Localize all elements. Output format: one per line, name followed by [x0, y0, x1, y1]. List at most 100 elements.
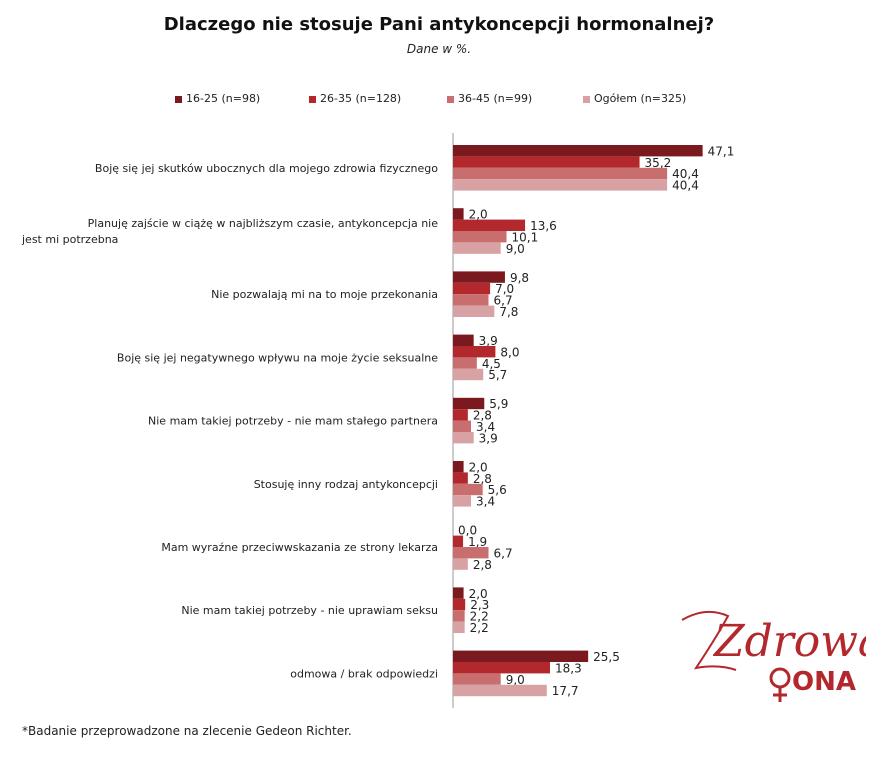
legend-label: Ogółem (n=325) — [594, 92, 687, 105]
data-label-c6-s3: 5,6 — [488, 483, 507, 497]
data-label-c1-s3: 40,4 — [672, 167, 699, 181]
bar-c9-s4 — [453, 684, 547, 697]
data-label-c3-s1: 9,8 — [510, 271, 529, 285]
data-label-c5-s2: 2,8 — [473, 409, 492, 423]
bar-c2-s2 — [453, 219, 526, 231]
data-label-c3-s2: 7,0 — [495, 282, 514, 296]
legend-swatch — [175, 95, 182, 103]
data-label-c1-s4: 40,4 — [672, 179, 699, 193]
bar-c2-s3 — [453, 231, 507, 243]
data-label-c2-s4: 9,0 — [506, 242, 525, 256]
data-label-c9-s4: 17,7 — [552, 684, 579, 698]
chart-title: Dlaczego nie stosuje Pani antykoncepcji … — [163, 14, 715, 35]
data-label-c8-s2: 2,3 — [470, 598, 489, 612]
legend-item-4: Ogółem (n=325) — [583, 92, 686, 105]
data-label-c4-s2: 8,0 — [500, 345, 519, 359]
bar-c1-s1 — [453, 145, 703, 157]
data-label-c9-s2: 18,3 — [555, 661, 582, 675]
legend-swatch — [447, 95, 454, 103]
bar-c5-s1 — [453, 397, 485, 410]
category-label-9: odmowa / brak odpowiedzi — [290, 667, 438, 680]
bar-c3-s1 — [453, 271, 505, 283]
bar-c3-s2 — [453, 282, 491, 295]
bar-c7-s4 — [453, 558, 468, 570]
data-label-c4-s1: 3,9 — [479, 334, 498, 348]
female-symbol-icon — [769, 667, 791, 689]
data-label-c6-s1: 2,0 — [469, 460, 488, 474]
bar-c8-s1 — [453, 587, 464, 599]
bar-c5-s2 — [453, 409, 468, 421]
legend-item-1: 16-25 (n=98) — [175, 92, 260, 105]
category-label-8: Nie mam takiej potrzeby - nie uprawiam s… — [181, 604, 438, 617]
data-label-c8-s1: 2,0 — [469, 587, 488, 601]
bar-c9-s2 — [453, 662, 550, 674]
bar-c6-s3 — [453, 483, 483, 496]
bar-c1-s2 — [453, 156, 640, 168]
legend-label: 16-25 (n=98) — [186, 92, 261, 105]
category-label-4: Boję się jej negatywnego wpływu na moje … — [117, 351, 438, 364]
bar-chart: Boję się jej skutków ubocznych dla mojeg… — [21, 133, 735, 708]
data-label-c5-s4: 3,9 — [479, 431, 498, 445]
category-label-1: Boję się jej skutków ubocznych dla mojeg… — [95, 162, 438, 175]
bar-c7-s3 — [453, 547, 489, 559]
data-label-c7-s1: 0,0 — [458, 524, 477, 538]
legend-swatch — [583, 95, 590, 103]
category-label-2: Planuję zajście w ciążę w najbliższym cz… — [21, 217, 438, 246]
logo-line1: Zdrowa — [712, 616, 866, 667]
data-label-c5-s1: 5,9 — [489, 397, 508, 411]
zdrowa-ona-logo: Zdrowa ONA — [681, 610, 866, 702]
legend-item-2: 26-35 (n=128) — [309, 92, 401, 105]
bar-c3-s3 — [453, 294, 489, 306]
bar-c6-s2 — [453, 472, 468, 484]
bar-c4-s2 — [453, 346, 496, 358]
legend-label: 36-45 (n=99) — [458, 92, 533, 105]
legend-item-3: 36-45 (n=99) — [447, 92, 532, 105]
bar-c2-s4 — [453, 242, 501, 254]
data-label-c1-s2: 35,2 — [645, 156, 672, 170]
category-label-7: Mam wyraźne przeciwwskazania ze strony l… — [161, 541, 438, 554]
bar-c2-s1 — [453, 208, 464, 220]
bar-c1-s4 — [453, 179, 668, 191]
data-label-c7-s4: 2,8 — [473, 558, 492, 572]
bar-c5-s3 — [453, 420, 472, 432]
bar-c6-s1 — [453, 461, 464, 473]
bar-c4-s3 — [453, 357, 477, 369]
data-label-c7-s3: 6,7 — [494, 546, 513, 560]
data-label-c3-s4: 7,8 — [499, 305, 518, 319]
footnote: *Badanie przeprowadzone na zlecenie Gede… — [22, 724, 352, 738]
logo-swash — [681, 610, 737, 671]
data-label-c8-s3: 2,2 — [470, 610, 489, 624]
data-label-c6-s4: 3,4 — [476, 495, 495, 509]
data-label-c7-s2: 1,9 — [468, 535, 487, 549]
bar-c5-s4 — [453, 432, 474, 444]
bar-c6-s4 — [453, 495, 472, 507]
data-label-c8-s4: 2,2 — [470, 621, 489, 635]
data-label-c4-s3: 4,5 — [482, 357, 501, 371]
category-label-3: Nie pozwalają mi na to moje przekonania — [211, 288, 438, 301]
bar-c8-s2 — [453, 598, 466, 611]
data-label-c9-s3: 9,0 — [506, 673, 525, 687]
bar-c9-s3 — [453, 673, 501, 685]
data-label-c2-s2: 13,6 — [530, 219, 557, 233]
legend-swatch — [309, 95, 316, 103]
bar-c9-s1 — [453, 650, 589, 662]
data-label-c9-s1: 25,5 — [593, 650, 620, 664]
bar-c8-s3 — [453, 610, 465, 622]
category-label-5: Nie mam takiej potrzeby - nie mam stałeg… — [148, 415, 438, 428]
data-label-c6-s2: 2,8 — [473, 472, 492, 486]
bar-c8-s4 — [453, 621, 465, 633]
bar-c1-s3 — [453, 167, 668, 180]
data-label-c3-s3: 6,7 — [494, 294, 513, 308]
data-label-c2-s3: 10,1 — [512, 230, 539, 244]
bar-c4-s4 — [453, 368, 484, 381]
bar-c3-s4 — [453, 305, 495, 317]
data-label-c2-s1: 2,0 — [469, 208, 488, 222]
data-label-c4-s4: 5,7 — [488, 368, 507, 382]
bar-c4-s1 — [453, 334, 474, 346]
legend-label: 26-35 (n=128) — [320, 92, 402, 105]
data-label-c1-s1: 47,1 — [708, 144, 735, 158]
data-label-c5-s3: 3,4 — [476, 420, 495, 434]
logo-line2: ONA — [792, 667, 856, 697]
bar-c7-s2 — [453, 535, 464, 547]
chart-subtitle: Dane w %. — [406, 42, 472, 56]
